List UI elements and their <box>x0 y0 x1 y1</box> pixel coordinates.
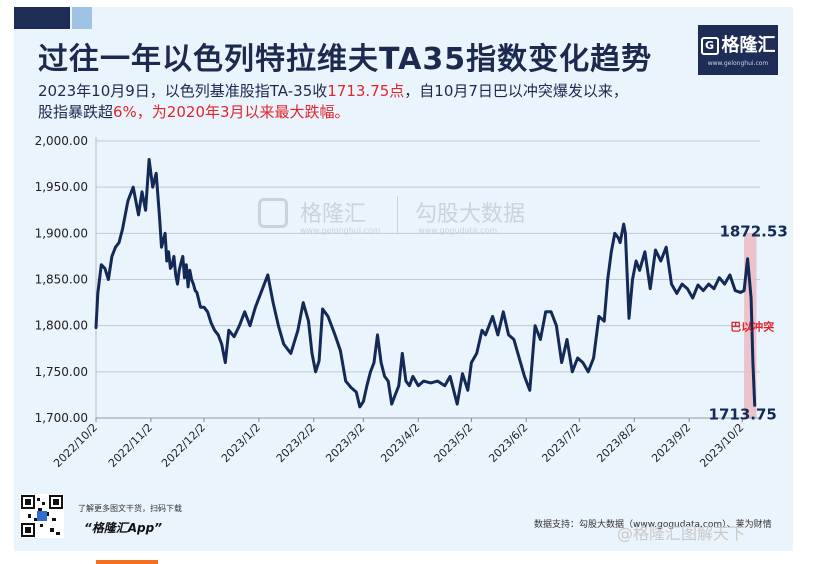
x-tick-label: 2023/8/2 <box>594 421 638 465</box>
x-tick-label: 2023/1/2 <box>219 421 263 465</box>
subtitle-line-1: 2023年10月9日，以色列基准股指TA-35收1713.75点，自10月7日巴… <box>38 80 628 101</box>
y-tick-label: 1,700.00 <box>35 411 88 425</box>
subtitle-line-1-prefix: 2023年10月9日，以色列基准股指TA-35收 <box>38 82 328 100</box>
watermark-g-icon <box>258 198 288 228</box>
y-tick-label: 1,900.00 <box>35 226 88 240</box>
watermark-brand-1: 格隆汇 <box>300 202 367 227</box>
chart-grid <box>96 140 760 419</box>
y-tick-label: 1,850.00 <box>35 273 88 287</box>
chart-annotations: 1872.53 1713.75 巴以冲突 <box>709 223 788 424</box>
watermark-brand-1-url: www.gelonghui.com <box>300 226 381 235</box>
orange-accent-bar <box>96 560 158 564</box>
x-tick-label: 2022/12/2 <box>159 421 208 470</box>
subtitle-line-2: 股指暴跌超6%，为2020年3月以来最大跌幅。 <box>38 101 350 122</box>
x-tick-label: 2023/6/2 <box>486 421 530 465</box>
qr-caption: 了解更多图文干货，扫码下载 <box>78 504 182 513</box>
app-name: “格隆汇App” <box>84 521 162 535</box>
watermark-brand-2: 勾股大数据 <box>415 202 526 227</box>
x-tick-label: 2023/7/2 <box>539 421 583 465</box>
data-source: 数据支持：勾股大数据（www.gogudata.com）、莱为财情 <box>534 520 772 530</box>
corner-tab-dark <box>14 7 70 29</box>
x-tick-label: 2022/11/2 <box>106 421 155 470</box>
annotation-close-value: 1713.75 <box>709 405 777 423</box>
brand-g-icon: G <box>700 37 719 55</box>
brand-logo-url: www.gelonghui.com <box>707 60 769 67</box>
brand-logo: G 格隆汇 www.gelonghui.com <box>698 25 778 75</box>
y-tick-label: 2,000.00 <box>35 134 88 148</box>
y-tick-label: 1,800.00 <box>35 319 88 333</box>
chart-x-ticks: 2022/10/2 2022/11/2 2022/12/2 2023/1/2 2023/… <box>51 418 746 470</box>
qr-code[interactable] <box>20 494 64 538</box>
chart-y-ticks: 1,700.00 1,750.00 1,800.00 1,850.00 1,900.00… <box>35 134 88 425</box>
subtitle-line-1-highlight: 1713.75点 <box>327 82 405 100</box>
ta35-series-line <box>94 158 757 409</box>
x-tick-label: 2023/4/2 <box>378 421 422 465</box>
subtitle-line-1-suffix: ，自10月7日巴以冲突爆发以来， <box>404 82 628 100</box>
weibo-watermark: @格隆汇图解天下 <box>617 524 746 543</box>
brand-logo-label: 格隆汇 <box>721 35 776 56</box>
y-tick-label: 1,950.00 <box>35 180 88 194</box>
chart-axes <box>95 137 760 419</box>
x-tick-label: 2023/5/2 <box>431 421 475 465</box>
x-tick-label: 2023/9/2 <box>649 421 693 465</box>
subtitle-line-2-prefix: 股指暴跌超 <box>38 103 114 121</box>
subtitle-line-2-highlight: 6%，为2020年3月以来最大跌幅。 <box>113 103 350 121</box>
x-tick-label: 2022/10/2 <box>51 421 100 470</box>
watermark-divider <box>397 196 398 234</box>
x-tick-label: 2023/10/2 <box>697 421 746 470</box>
watermark-brand-2-url: www.gogudata.com <box>418 226 498 235</box>
x-tick-label: 2023/3/2 <box>323 421 367 465</box>
y-tick-label: 1,750.00 <box>35 365 88 379</box>
annotation-conflict-label: 巴以冲突 <box>730 319 774 333</box>
page-title: 过往一年以色列特拉维夫TA35指数变化趋势 <box>38 42 653 77</box>
corner-tab-light <box>72 7 92 29</box>
annotation-peak-value: 1872.53 <box>719 223 787 241</box>
x-tick-label: 2023/2/2 <box>274 421 318 465</box>
qr-code-graphic <box>21 495 63 537</box>
chart-series <box>94 158 757 409</box>
brand-logo-name: G 格隆汇 <box>698 31 778 57</box>
